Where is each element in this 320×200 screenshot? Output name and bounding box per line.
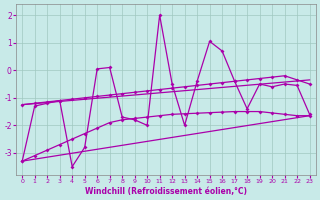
X-axis label: Windchill (Refroidissement éolien,°C): Windchill (Refroidissement éolien,°C) (85, 187, 247, 196)
